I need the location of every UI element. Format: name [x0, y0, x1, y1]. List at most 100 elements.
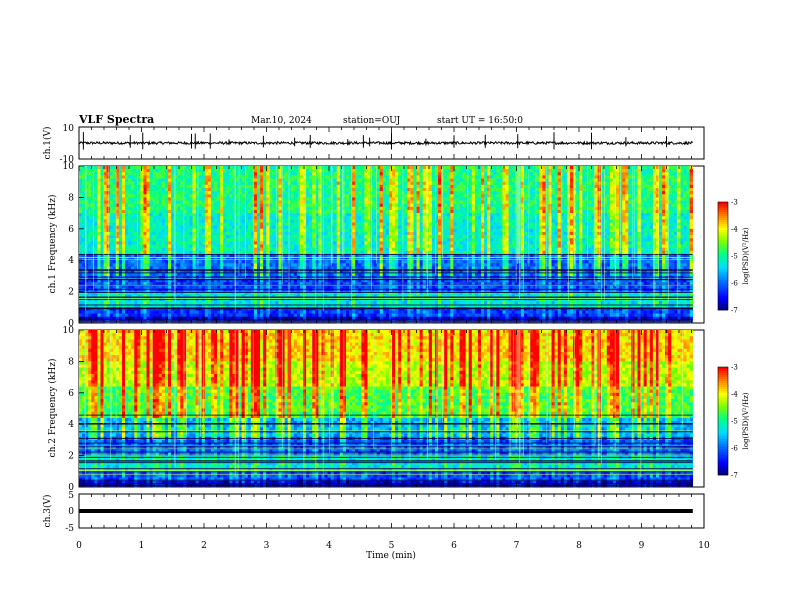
- spectrogram-cell: [315, 219, 319, 223]
- spectrogram-cell: [407, 181, 411, 186]
- spectrogram-cell: [318, 178, 322, 182]
- spectrogram-cell: [364, 203, 368, 208]
- spectrogram-cell: [260, 206, 264, 211]
- spectrogram-cell: [398, 181, 402, 186]
- spectrogram-cell: [616, 166, 620, 170]
- spectrogram-cell: [677, 225, 681, 230]
- spectrogram-cell: [220, 178, 224, 182]
- spectrogram-cell: [94, 187, 98, 192]
- spectrogram-cell: [207, 209, 212, 214]
- spectrogram-cell: [438, 191, 442, 195]
- spectrogram-cell: [250, 219, 255, 223]
- spectrogram-cell: [582, 222, 586, 226]
- spectrogram-cell: [207, 169, 212, 173]
- spectrogram-cell: [210, 166, 215, 170]
- spectrogram-cell: [665, 216, 669, 220]
- spectrogram-cell: [296, 191, 301, 195]
- spectrogram-cell: [459, 181, 463, 186]
- spectrogram-cell: [542, 235, 546, 239]
- spectrogram-cell: [256, 191, 261, 195]
- spectrogram-cell: [177, 197, 181, 201]
- spectrogram-cell: [474, 231, 479, 236]
- spectrogram-cell: [355, 194, 359, 198]
- spectrogram-cell: [278, 238, 282, 242]
- spectrogram-cell: [413, 175, 417, 179]
- spectrogram-cell: [373, 166, 377, 170]
- spectrogram-cell: [109, 172, 114, 176]
- spectrogram-cell: [493, 235, 497, 239]
- spectrogram-cell: [266, 241, 270, 245]
- spectrogram-cell: [477, 166, 482, 170]
- spectrogram-cell: [287, 219, 292, 223]
- spectrogram-cell: [487, 222, 491, 226]
- spectrogram-cell: [247, 194, 252, 198]
- spectrogram-cell: [603, 235, 608, 239]
- spectrogram-cell: [88, 166, 92, 170]
- spectrogram-cell: [640, 184, 644, 189]
- spectrogram-cell: [462, 235, 466, 239]
- spectrogram-cell: [523, 191, 528, 195]
- spectrogram-cell: [505, 209, 509, 214]
- spectrogram-cell: [115, 231, 120, 236]
- spectrogram-cell: [149, 228, 153, 233]
- spectrogram-cell: [444, 197, 448, 201]
- spectrogram-cell: [465, 209, 470, 214]
- spectrogram-cell: [511, 172, 516, 176]
- spectrogram-cell: [536, 187, 540, 192]
- spectrogram-cell: [462, 200, 466, 204]
- spectrogram-cell: [256, 197, 261, 201]
- spectrogram-cell: [134, 225, 138, 230]
- spectrogram-cell: [619, 213, 623, 217]
- spectrogram-cell: [235, 213, 239, 217]
- spectrogram-cell: [339, 191, 344, 195]
- spectrogram-cell: [410, 222, 414, 226]
- spectrogram-cell: [655, 216, 660, 220]
- spectrogram-cell: [232, 200, 236, 204]
- spectrogram-cell: [640, 169, 644, 173]
- spectrogram-cell: [220, 194, 224, 198]
- spectrogram-cell: [612, 228, 617, 233]
- spectrogram-cell: [131, 166, 135, 170]
- spectrogram-cell: [551, 203, 555, 208]
- spectrogram-cell: [683, 231, 687, 236]
- spectrogram-cell: [207, 175, 212, 179]
- spectrogram-cell: [204, 209, 209, 214]
- spectrogram-cell: [189, 178, 193, 182]
- spectrogram-cell: [450, 175, 454, 179]
- spectrogram-cell: [456, 169, 460, 173]
- spectrogram-cell: [299, 213, 304, 217]
- spectrogram-cell: [315, 235, 319, 239]
- spectrogram-cell: [407, 200, 411, 204]
- spectrogram-cell: [514, 172, 519, 176]
- spectrogram-cell: [671, 181, 675, 186]
- spectrogram-cell: [416, 231, 420, 236]
- spectrogram-cell: [342, 222, 347, 226]
- spectrogram-cell: [419, 206, 423, 211]
- spectrogram-cell: [192, 197, 196, 201]
- spectrogram-cell: [422, 216, 427, 220]
- spectrogram-cell: [137, 209, 141, 214]
- spectrogram-cell: [192, 231, 196, 236]
- spectrogram-cell: [161, 203, 166, 208]
- spectrogram-cell: [511, 225, 516, 230]
- spectrogram-cell: [416, 178, 420, 182]
- spectrogram-cell: [689, 216, 694, 220]
- spectrogram-cell: [349, 172, 353, 176]
- spectrogram-cell: [689, 225, 694, 230]
- spectrogram-cell: [250, 231, 255, 236]
- spectrogram-cell: [100, 200, 104, 204]
- spectrogram-cell: [591, 191, 595, 195]
- spectrogram-cell: [609, 209, 614, 214]
- spectrogram-cell: [164, 228, 169, 233]
- spectrogram-cell: [324, 219, 328, 223]
- spectrogram-cell: [649, 238, 654, 242]
- spectrogram-cell: [125, 172, 129, 176]
- spectrogram-cell: [183, 231, 187, 236]
- spectrogram-cell: [241, 197, 246, 201]
- spectrogram-cell: [379, 178, 384, 182]
- spectrogram-cell: [668, 181, 672, 186]
- spectrogram-cell: [453, 213, 457, 217]
- spectrogram-cell: [296, 238, 301, 242]
- spectrogram-cell: [655, 238, 660, 242]
- spectrogram-cell: [487, 197, 491, 201]
